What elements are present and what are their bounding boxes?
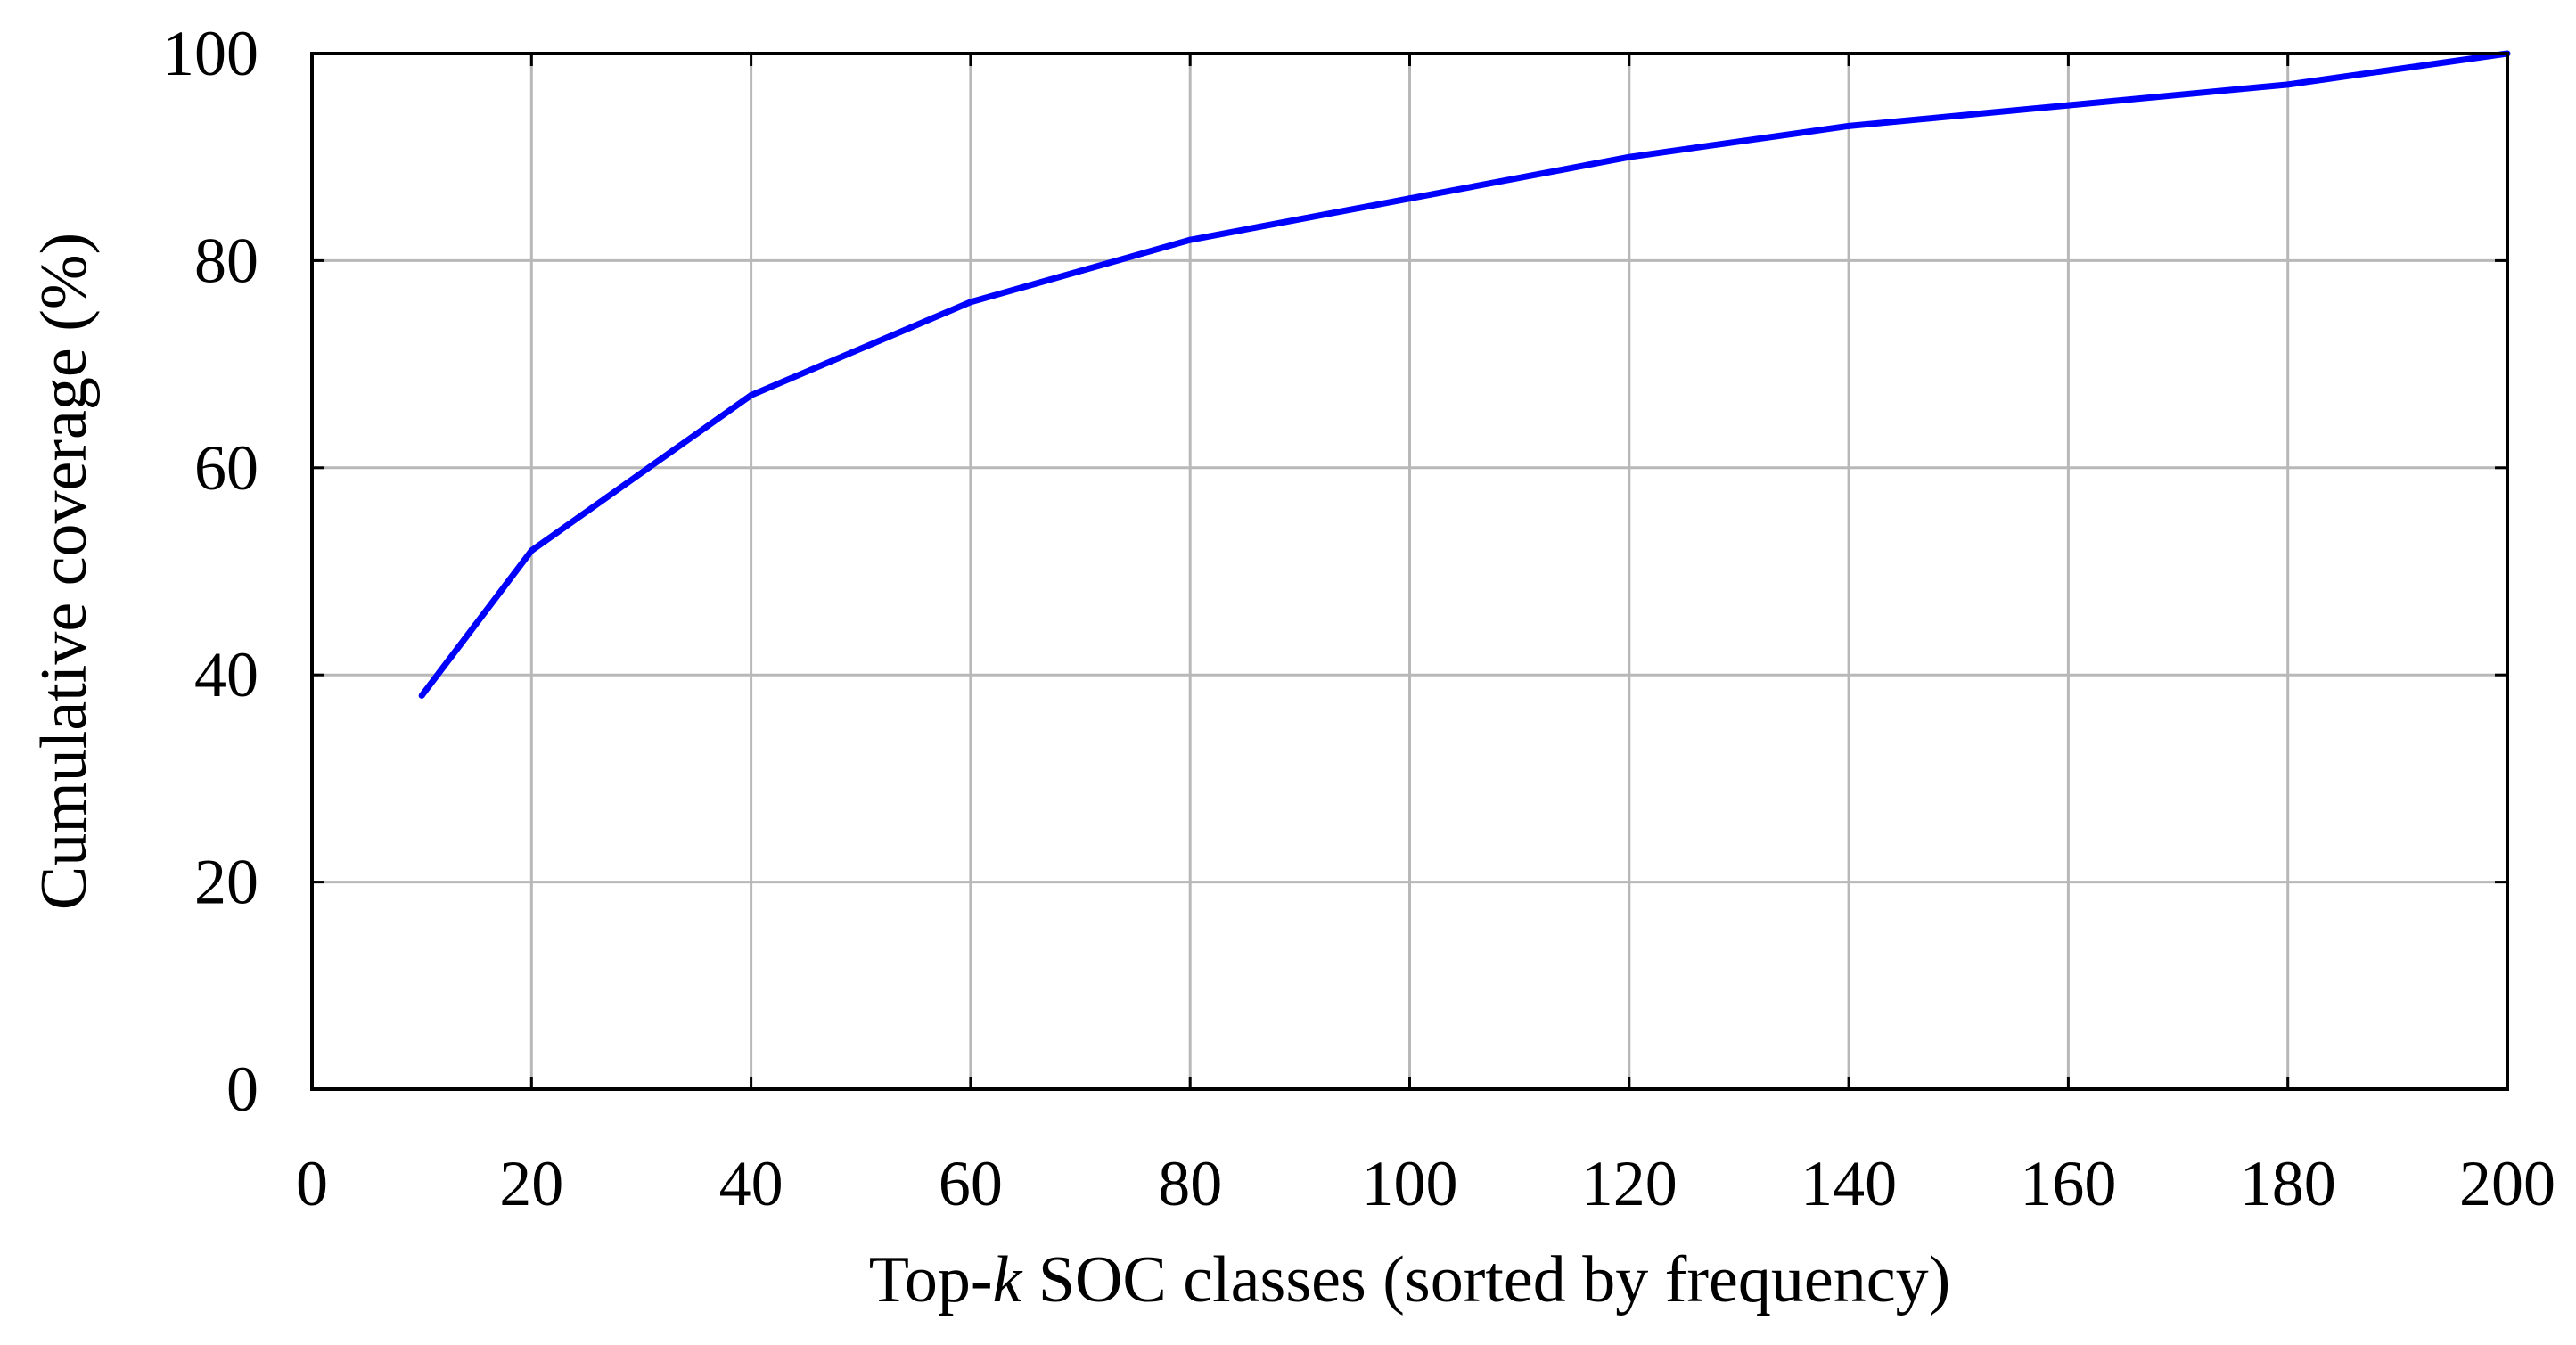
data-point	[1407, 195, 1413, 202]
data-point	[1845, 122, 1852, 129]
x-tick-label: 160	[2020, 1148, 2116, 1219]
y-axis-label: Cumulative coverage (%)	[28, 233, 101, 910]
x-axis-label-suffix: SOC classes (sorted by frequency)	[1021, 1243, 1950, 1316]
x-tick-label: 80	[1158, 1148, 1222, 1219]
data-point	[2064, 102, 2071, 109]
x-tick-label: 20	[499, 1148, 563, 1219]
y-tick-label: 40	[194, 639, 258, 710]
data-point	[418, 692, 425, 699]
x-axis-label-prefix: Top-	[869, 1243, 993, 1316]
x-tick-label: 200	[2459, 1148, 2555, 1219]
x-tick-label: 0	[296, 1148, 328, 1219]
y-tick-label: 0	[226, 1054, 258, 1125]
x-tick-label: 140	[1801, 1148, 1897, 1219]
x-tick-label: 100	[1362, 1148, 1458, 1219]
series-line-0	[419, 50, 2508, 698]
series-layer	[418, 50, 2511, 699]
x-tick-label: 40	[719, 1148, 783, 1219]
x-axis-ticks: 0 20 40 60 80 100 120 140 160 180 200	[296, 1148, 2555, 1219]
tick-marks	[310, 52, 2509, 1091]
y-tick-label: 80	[194, 225, 258, 296]
x-tick-label: 120	[1581, 1148, 1678, 1219]
x-axis-label: Top-k SOC classes (sorted by frequency)	[869, 1243, 1950, 1316]
data-point	[1186, 236, 1194, 243]
y-tick-label: 20	[194, 847, 258, 918]
data-point	[1626, 153, 1633, 160]
x-axis-label-variable: k	[992, 1243, 1022, 1316]
x-tick-label: 180	[2240, 1148, 2336, 1219]
data-point	[748, 391, 755, 398]
data-point	[2285, 81, 2292, 88]
y-axis-ticks: 0 20 40 60 80 100	[162, 18, 258, 1125]
data-point	[528, 547, 535, 554]
y-tick-label: 100	[162, 18, 258, 89]
data-point	[967, 299, 974, 306]
grid	[310, 52, 2509, 1091]
y-tick-label: 60	[194, 432, 258, 504]
x-tick-label: 60	[939, 1148, 1003, 1219]
